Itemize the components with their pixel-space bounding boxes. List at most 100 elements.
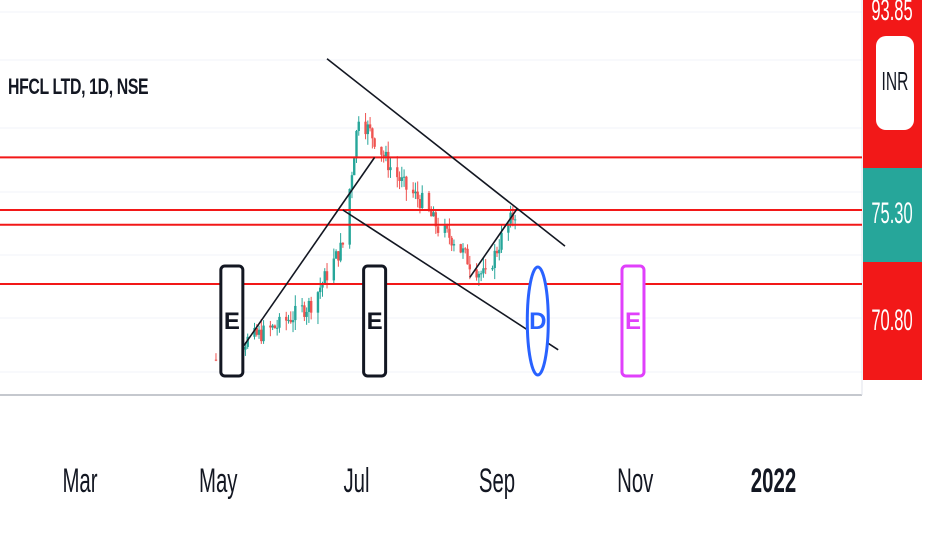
candle-up bbox=[294, 305, 297, 321]
candle-up bbox=[421, 192, 424, 209]
candle-down bbox=[368, 124, 372, 129]
candle-up bbox=[305, 311, 308, 317]
earnings-badge-label: E bbox=[625, 308, 641, 335]
candle-up bbox=[323, 271, 326, 284]
candle-up bbox=[316, 292, 320, 313]
candle-up bbox=[253, 327, 256, 337]
candle-up bbox=[479, 273, 483, 275]
candle-up bbox=[353, 158, 356, 176]
x-tick-label: Nov bbox=[617, 462, 653, 500]
candle-down bbox=[445, 225, 449, 229]
levels-group bbox=[0, 156, 862, 285]
dividend-marker[interactable]: D bbox=[525, 265, 550, 377]
candle-up bbox=[246, 336, 249, 347]
earnings-marker[interactable]: E bbox=[219, 264, 245, 378]
candle-up bbox=[300, 305, 304, 307]
earnings-badge-box bbox=[362, 264, 388, 378]
candle-up bbox=[400, 177, 404, 181]
x-tick-label: Jul bbox=[343, 462, 369, 500]
candle-up bbox=[291, 320, 295, 323]
candle-down bbox=[214, 359, 218, 361]
candle-up bbox=[275, 327, 279, 329]
candle-down bbox=[371, 128, 374, 139]
earnings-marker[interactable]: E bbox=[362, 264, 388, 378]
candle-up bbox=[357, 121, 360, 131]
candle-down bbox=[430, 209, 433, 217]
candle-down bbox=[459, 244, 462, 253]
candle-up bbox=[278, 316, 281, 328]
plot-area[interactable] bbox=[0, 0, 862, 395]
candle-up bbox=[321, 283, 324, 288]
candle-up bbox=[355, 130, 358, 159]
trendline bbox=[342, 209, 559, 351]
candle-down bbox=[285, 316, 288, 321]
candle-down bbox=[373, 138, 376, 147]
candle-up bbox=[452, 244, 456, 246]
candle-down bbox=[436, 226, 440, 233]
candle-up bbox=[513, 219, 517, 221]
earnings-badge-label: E bbox=[224, 308, 240, 335]
candle-up bbox=[332, 258, 336, 281]
x-tick-label: 2022 bbox=[751, 462, 796, 500]
dividend-badge-circle bbox=[525, 265, 550, 377]
trendline bbox=[469, 207, 519, 278]
candle-down bbox=[450, 237, 453, 246]
candle-up bbox=[500, 232, 503, 250]
candle-up bbox=[287, 319, 290, 321]
candle-down bbox=[273, 325, 277, 329]
candle-up bbox=[432, 212, 435, 217]
candle-down bbox=[303, 305, 306, 317]
candle-up bbox=[366, 124, 370, 135]
candle-down bbox=[364, 121, 367, 135]
candle-up bbox=[257, 329, 261, 335]
price-tag-last bbox=[863, 168, 922, 262]
candle-up bbox=[350, 175, 354, 190]
candle-up bbox=[482, 268, 485, 274]
currency-badge[interactable]: INR bbox=[876, 36, 914, 130]
candle-down bbox=[411, 189, 415, 194]
candle-down bbox=[464, 248, 467, 250]
candle-up bbox=[477, 273, 481, 278]
currency-badge-label: INR bbox=[882, 67, 909, 96]
y-tick-label: 70.80 bbox=[871, 304, 912, 337]
candle-down bbox=[325, 271, 329, 281]
price-tag-level bbox=[863, 262, 922, 380]
candle-down bbox=[260, 329, 263, 342]
candle-down bbox=[396, 167, 399, 178]
candle-down bbox=[484, 268, 487, 270]
candle-down bbox=[337, 251, 340, 261]
candle-down bbox=[416, 191, 419, 200]
candle-down bbox=[475, 269, 478, 278]
candle-up bbox=[491, 267, 494, 270]
candle-up bbox=[443, 225, 447, 233]
earnings-upcoming-marker[interactable]: E bbox=[620, 264, 646, 378]
earnings-badge-box bbox=[620, 264, 646, 378]
candle-down bbox=[289, 319, 292, 323]
candle-up bbox=[271, 325, 274, 328]
x-tick-label: May bbox=[199, 462, 238, 500]
candle-down bbox=[405, 176, 408, 190]
candle-up bbox=[244, 346, 247, 350]
candle-down bbox=[418, 199, 422, 209]
candle-up bbox=[402, 176, 406, 178]
y-tick-label: 59.85 bbox=[871, 375, 912, 408]
candle-up bbox=[414, 191, 417, 194]
candle-up bbox=[262, 325, 265, 342]
candle-up bbox=[307, 300, 311, 312]
candle-down bbox=[427, 192, 431, 210]
candle-down bbox=[255, 327, 258, 335]
earnings-badge-label: E bbox=[367, 308, 383, 335]
earnings-badge-box bbox=[219, 264, 245, 378]
candle-down bbox=[448, 228, 451, 238]
y-tick-label: 75.30 bbox=[871, 197, 912, 230]
candle-up bbox=[507, 223, 510, 233]
candle-up bbox=[348, 189, 351, 245]
x-tick-label: Sep bbox=[479, 462, 515, 500]
y-axis: 93.85 75.30 70.80 59.85 INR bbox=[863, 0, 932, 408]
candle-up bbox=[498, 249, 501, 254]
symbol-title: HFCL LTD, 1D, NSE bbox=[8, 74, 149, 99]
candle-up bbox=[493, 250, 496, 268]
